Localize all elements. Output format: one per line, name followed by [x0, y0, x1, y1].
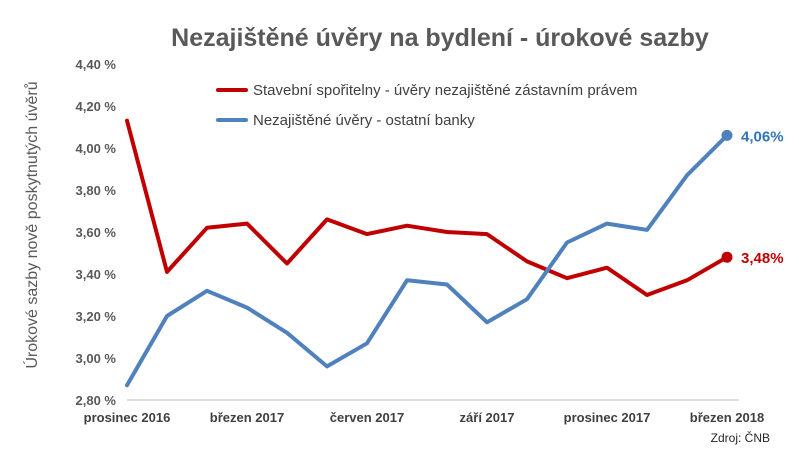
series-line-1 — [125, 118, 729, 297]
legend-label-2: Nezajištěné úvěry - ostatní banky — [253, 112, 475, 129]
x-tick-label: prosinec 2017 — [564, 410, 651, 425]
source-note: Zdroj: ČNB — [711, 430, 770, 445]
legend-label-1: Stavební spořitelny - úvěry nezajištěné … — [253, 82, 637, 99]
x-tick-label: září 2017 — [460, 410, 515, 425]
y-tick-label: 4,00 % — [76, 141, 117, 156]
y-tick-label: 3,80 % — [76, 183, 117, 198]
x-tick-label: prosinec 2016 — [84, 410, 171, 425]
end-labels: 3,48% 4,06% — [721, 128, 784, 267]
y-tick-label: 2,80 % — [76, 393, 117, 408]
y-tick-label: 4,40 % — [76, 57, 117, 72]
x-tick-label: březen 2018 — [690, 410, 764, 425]
y-axis-label: Úrokové sazby nově poskytnutých úvěrů — [22, 81, 41, 368]
end-label-1: 3,48% — [741, 250, 784, 267]
y-tick-label: 3,00 % — [76, 351, 117, 366]
y-axis-ticks: 2,80 % 3,00 % 3,20 % 3,40 % 3,60 % 3,80 % 4,00… — [76, 57, 117, 408]
series-lines — [125, 118, 729, 388]
end-marker-2 — [721, 129, 733, 141]
y-tick-label: 3,20 % — [76, 309, 117, 324]
end-marker-1 — [721, 251, 733, 263]
end-label-2: 4,06% — [741, 128, 784, 145]
x-tick-label: březen 2017 — [210, 410, 284, 425]
legend: Stavební spořitelny - úvěry nezajištěné … — [216, 82, 637, 129]
x-axis-ticks: prosinec 2016 březen 2017 červen 2017 září … — [84, 410, 765, 425]
x-tick-label: červen 2017 — [330, 410, 404, 425]
chart-title: Nezajištěné úvěry na bydlení - úrokové s… — [171, 24, 709, 52]
y-tick-label: 4,20 % — [76, 99, 117, 114]
series-line-2 — [125, 133, 729, 388]
y-tick-label: 3,60 % — [76, 225, 117, 240]
y-tick-label: 3,40 % — [76, 267, 117, 282]
